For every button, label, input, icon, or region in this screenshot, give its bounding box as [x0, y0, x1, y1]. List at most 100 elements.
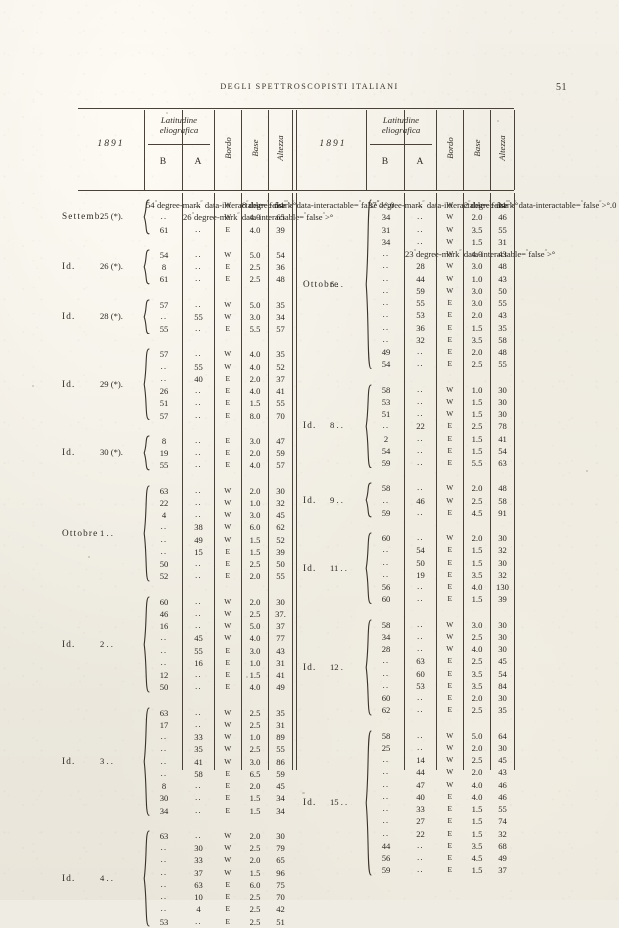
cell-latitude-b: ..: [382, 421, 390, 431]
group-brace: [363, 532, 373, 605]
cell-bordo: W: [446, 533, 454, 542]
cell-latitude-a: 22: [416, 421, 425, 432]
cell-altezza: 46: [498, 779, 507, 790]
cell-bordo: E: [225, 386, 231, 395]
group-month-label: Id.: [303, 420, 317, 431]
cell-base: 5.0: [249, 249, 261, 260]
cell-altezza: 78: [498, 421, 507, 432]
cell-bordo: E: [447, 347, 453, 356]
cell-latitude-b: ..: [382, 545, 390, 555]
cell-base: 2.0: [249, 830, 261, 841]
body-vrule-2: [268, 193, 269, 770]
cell-latitude-b: 22: [159, 497, 169, 508]
cell-altezza: 31: [498, 236, 507, 247]
cell-bordo: E: [225, 435, 231, 445]
cell-altezza: 30: [498, 533, 507, 543]
cell-bordo: E: [447, 545, 453, 555]
cell-altezza: 35: [498, 322, 507, 333]
cell-bordo: W: [224, 633, 232, 643]
cell-base: 2.5: [249, 904, 261, 915]
cell-altezza: 57: [276, 324, 285, 334]
column-header-latitude: Latitudine eliografica: [366, 115, 436, 136]
cell-latitude-b: 63: [159, 485, 169, 496]
cell-altezza: 47: [276, 435, 285, 446]
cell-latitude-b: 57: [159, 299, 169, 310]
cell-bordo: E: [225, 781, 231, 790]
cell-latitude-b: 57: [159, 410, 169, 421]
cell-bordo: E: [225, 892, 231, 901]
cell-base: 3.0: [471, 619, 483, 630]
group-day-label: 15 . .: [330, 797, 348, 807]
cell-latitude-a: 63: [416, 656, 425, 667]
body-vrule-edge: [514, 193, 515, 770]
cell-latitude-b: 4: [161, 510, 167, 520]
cell-latitude-a: ..: [195, 262, 202, 271]
cell-latitude-b: 28: [381, 644, 391, 654]
arcsecond-mark: ″: [525, 249, 529, 256]
data-tables: 1891 Latitudine eliografica B A Bordo Base Alte…: [62, 108, 617, 927]
cell-latitude-a: ..: [417, 396, 424, 406]
cell-altezza: 41: [276, 386, 285, 396]
header-vrule-edge: [292, 110, 293, 190]
cell-latitude-a: ..: [417, 200, 424, 209]
cell-latitude-b: ..: [382, 828, 390, 838]
arcsecond-mark: ″: [580, 200, 584, 207]
cell-latitude-b: ..: [382, 322, 390, 332]
cell-latitude-a: 55: [194, 361, 203, 372]
cell-base: 1.5: [249, 805, 261, 816]
cell-bordo: W: [224, 719, 232, 729]
cell-bordo: E: [447, 322, 453, 332]
cell-latitude-b: 51: [381, 409, 391, 419]
cell-latitude-b: ..: [382, 569, 390, 579]
cell-bordo: E: [225, 768, 231, 778]
cell-base: 2.0: [249, 448, 261, 458]
cell-base: 2.0: [471, 347, 483, 357]
cell-bordo: E: [447, 693, 453, 702]
cell-bordo: W: [224, 311, 232, 321]
cell-base: 4.0: [471, 791, 483, 802]
cell-bordo: E: [447, 310, 453, 320]
cell-base: 5.0: [249, 299, 261, 310]
cell-base: 5.5: [249, 324, 261, 334]
cell-latitude-a: ..: [195, 596, 202, 606]
cell-latitude-a: 54: [416, 545, 425, 556]
group-day-label: 1 . .: [100, 527, 113, 538]
cell-latitude-b: 60: [159, 596, 169, 607]
group-day-label: 25 (*).: [100, 211, 123, 222]
group-month-label: Id.: [62, 379, 76, 389]
cell-bordo: W: [224, 596, 232, 606]
cell-altezza: 91: [498, 507, 507, 518]
cell-altezza: 43: [498, 767, 507, 778]
cell-latitude-a: 16: [194, 657, 203, 668]
cell-latitude-a: 28: [416, 261, 425, 272]
cell-latitude-a: ..: [417, 458, 424, 467]
cell-bordo: W: [224, 843, 232, 852]
cell-base: 4.5: [471, 853, 483, 863]
cell-bordo: E: [225, 262, 231, 271]
cell-latitude-b: ..: [382, 334, 390, 344]
cell-altezza: 65: [276, 212, 285, 223]
cell-latitude-a: 59: [416, 285, 425, 296]
cell-latitude-a: ..: [417, 359, 424, 369]
cell-altezza: 35: [276, 299, 285, 310]
header-vrule-2: [214, 110, 215, 190]
header-vrule-2: [436, 110, 437, 190]
cell-latitude-b: ..: [382, 804, 390, 813]
cell-bordo: W: [446, 285, 454, 295]
cell-latitude-b: ..: [160, 633, 168, 643]
cell-altezza: 48: [498, 261, 507, 272]
cell-latitude-a: ..: [195, 707, 202, 717]
paper-speck: [586, 470, 588, 472]
cell-base: 2″degree-mark″ data-interactable=″false″…: [464, 200, 617, 210]
cell-bordo: E: [225, 559, 231, 568]
cell-latitude-a: 44: [416, 767, 425, 778]
cell-altezza: 63: [498, 458, 507, 468]
cell-latitude-a: 38: [194, 522, 203, 533]
cell-latitude-a: ..: [195, 398, 202, 408]
cell-altezza: 34″: [497, 200, 508, 210]
cell-base: 4.0: [249, 682, 261, 693]
cell-latitude-b: 34: [381, 631, 391, 642]
cell-latitude-b: 25: [381, 742, 391, 753]
cell-base: 2.5: [249, 843, 261, 853]
cell-base: 2.5: [249, 892, 261, 902]
